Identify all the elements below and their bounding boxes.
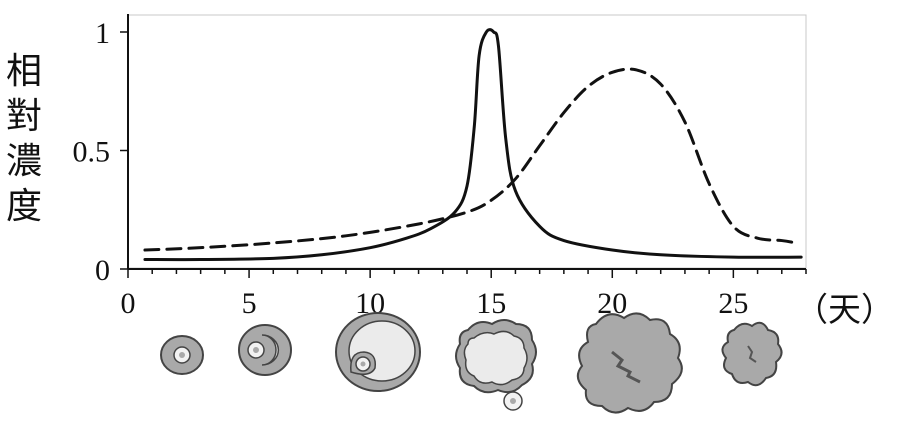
- x-axis-unit-label: （天）: [795, 290, 894, 329]
- y-axis-label-char-1: 相: [6, 51, 43, 92]
- x-ticks: 0 5 10 15 20 25: [121, 269, 807, 320]
- dashed-series-line: [143, 67, 798, 252]
- series-group: [143, 28, 803, 262]
- corpus-luteum-icon: [576, 312, 683, 414]
- mature-follicle-icon: [335, 312, 421, 392]
- y-ticks: 00.51: [73, 17, 128, 287]
- regressing-corpus-luteum-icon: [721, 321, 783, 387]
- x-tick-label: 0: [121, 287, 136, 320]
- y-axis-label-char-3: 濃: [6, 141, 43, 182]
- y-tick-label: 1: [95, 17, 110, 50]
- unit-mask: [760, 275, 790, 323]
- x-tick-label: 5: [242, 287, 257, 320]
- growing-follicle-icon: [238, 324, 292, 376]
- x-tick-label: 15: [476, 287, 506, 320]
- primary-follicle-icon: [160, 335, 204, 375]
- solid-series-line: [143, 28, 803, 262]
- y-tick-label: 0.5: [73, 136, 111, 169]
- y-axis-label-char-4: 度: [6, 186, 43, 227]
- y-tick-label: 0: [95, 254, 110, 287]
- y-axis-label-char-2: 對: [6, 96, 43, 137]
- ovulation-icon: [455, 319, 537, 411]
- plot-frame: [127, 14, 807, 269]
- x-tick-label: 25: [718, 287, 748, 320]
